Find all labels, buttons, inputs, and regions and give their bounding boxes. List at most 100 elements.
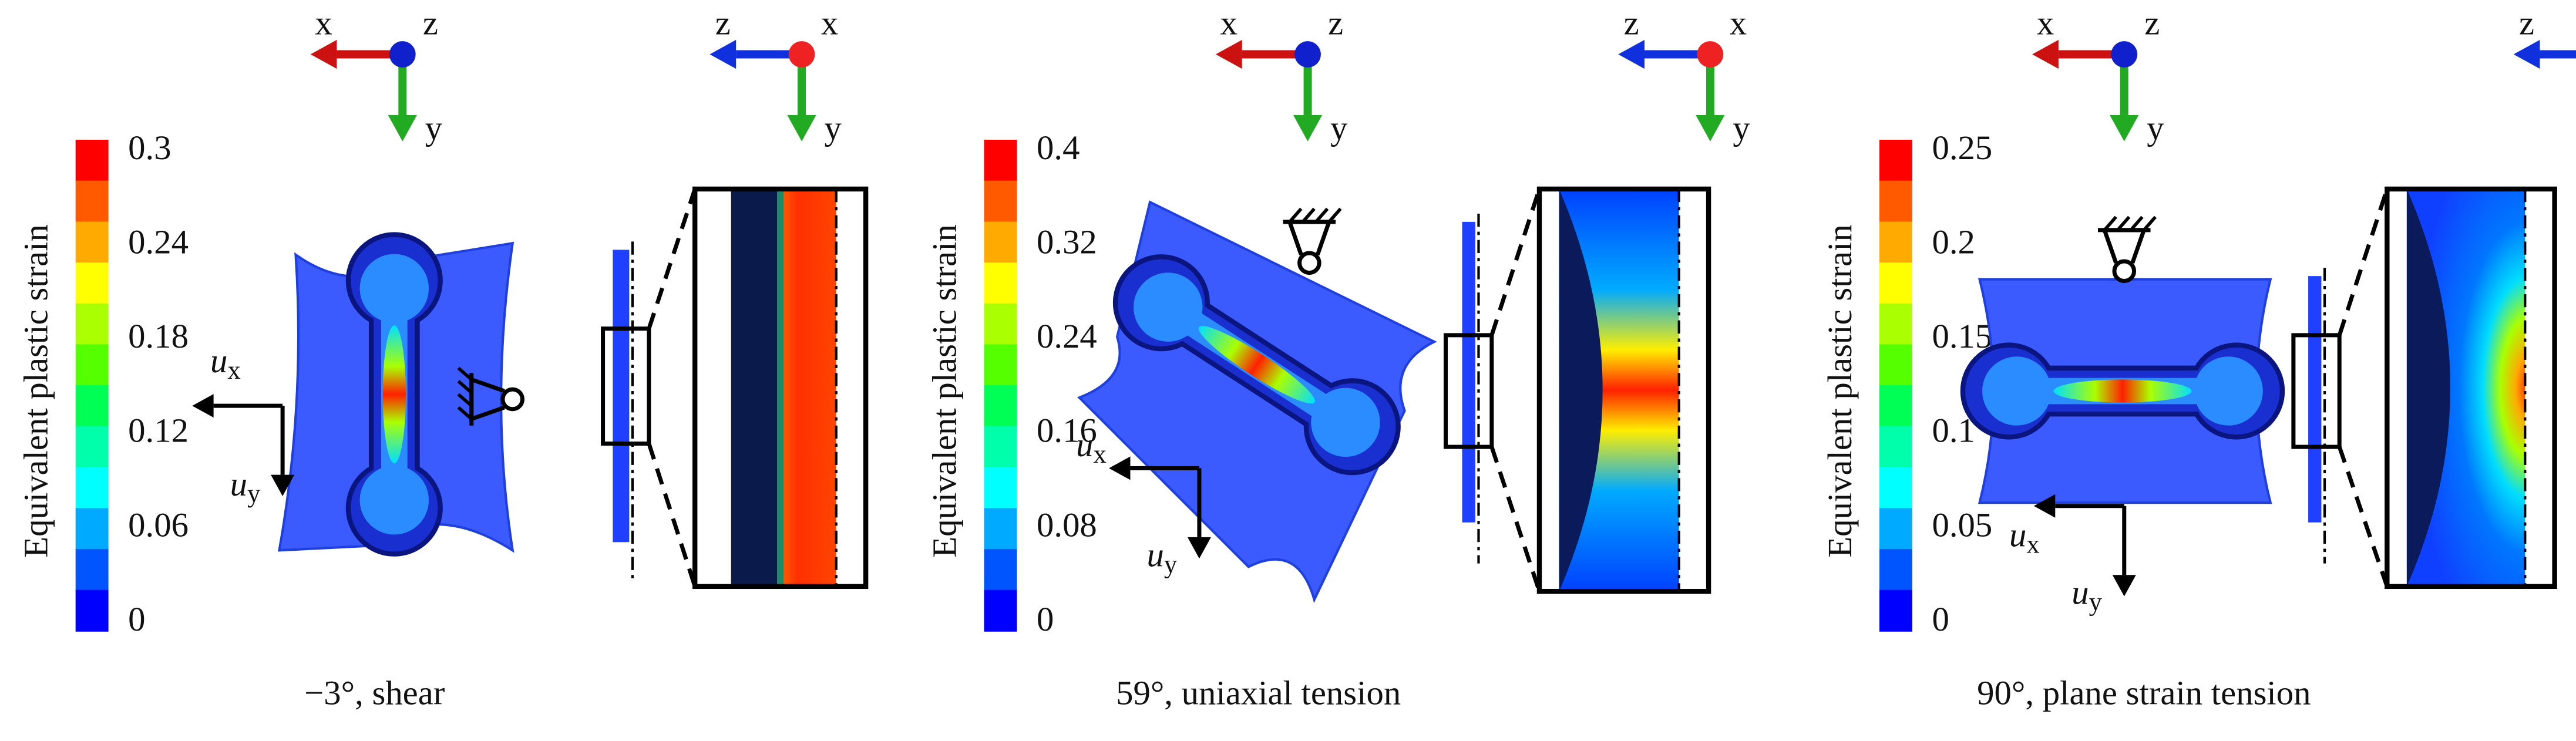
- colorbar-band: [1879, 426, 1912, 468]
- load-subscript: x: [227, 355, 240, 385]
- colorbar-band: [75, 548, 109, 591]
- axis-label: y: [1330, 109, 1348, 147]
- colorbar-tick-label: 0.12: [128, 412, 189, 450]
- section-strip: [613, 250, 630, 543]
- colorbar-label: Equivalent plastic strain: [17, 224, 55, 558]
- arrow-head: [2112, 575, 2136, 597]
- load-symbol: u: [1076, 426, 1093, 464]
- colorbar-band: [75, 508, 109, 550]
- arrow-head: [1618, 39, 1645, 69]
- load-label: uy: [2071, 574, 2102, 617]
- colorbar-tick-label: 0.4: [1037, 129, 1080, 167]
- strain-zone: [382, 325, 406, 464]
- colorbar-tick-label: 0: [128, 600, 145, 638]
- axis-label: z: [423, 4, 438, 42]
- support-hatch: [457, 393, 473, 407]
- support-hatch: [457, 366, 473, 381]
- zoom-line: [1489, 188, 1542, 336]
- support: [1283, 207, 1342, 275]
- support-hatch: [1327, 207, 1342, 223]
- axis-label: z: [1624, 4, 1639, 42]
- section-strip: [1462, 221, 1475, 523]
- zoom-line: [647, 443, 697, 587]
- colorbar-band: [75, 221, 109, 264]
- colorbar-band: [984, 262, 1017, 305]
- section-strip: [2308, 276, 2322, 523]
- axis-label: y: [2147, 109, 2164, 147]
- colorbar-tick-label: 0.24: [128, 223, 189, 261]
- strain-zone: [1198, 326, 1315, 404]
- colorbar-band: [984, 385, 1017, 427]
- load-subscript: y: [1164, 550, 1178, 579]
- colorbar-band: [984, 221, 1017, 264]
- arrow-head: [709, 39, 737, 69]
- zoom-dark: [2406, 188, 2451, 587]
- arrow-head: [310, 39, 337, 69]
- colorbar-tick-label: 0.1: [1932, 412, 1975, 450]
- colorbar-band: [1879, 590, 1912, 632]
- support-pin: [1297, 251, 1321, 275]
- colorbar-band: [75, 467, 109, 509]
- axis-label: x: [1220, 4, 1237, 42]
- load-label: ux: [2009, 516, 2040, 559]
- arrow-head: [1696, 115, 1725, 142]
- zoom-white-right: [836, 188, 866, 587]
- arrow-head: [2032, 39, 2059, 69]
- axis-label: z: [2519, 4, 2534, 42]
- colorbar-band: [75, 344, 109, 386]
- colorbar-band: [75, 180, 109, 223]
- load-symbol: u: [1146, 536, 1163, 574]
- zoom-edge: [777, 188, 784, 587]
- support-hatch: [1314, 207, 1329, 223]
- colorbar-tick-label: 0.15: [1932, 317, 1993, 355]
- colorbar-band: [984, 180, 1017, 223]
- load-label: uy: [1146, 536, 1177, 579]
- support-hatch: [457, 406, 473, 420]
- colorbar-band: [984, 426, 1017, 468]
- load-symbol: u: [210, 342, 227, 380]
- zoom-frame: [2385, 186, 2557, 590]
- axis-label: y: [824, 109, 842, 147]
- detail-frame: [1444, 333, 1494, 449]
- support: [2098, 215, 2157, 284]
- zoom-line: [2337, 188, 2389, 336]
- zoom-white: [695, 188, 731, 587]
- arrow-head: [2513, 39, 2540, 69]
- colorbar-band: [75, 426, 109, 468]
- zoom-white: [2387, 188, 2407, 587]
- colorbar-band: [1879, 180, 1912, 223]
- colorbar-band: [1879, 139, 1912, 182]
- colorbar-tick-label: 0.16: [1037, 412, 1097, 450]
- colorbar-band: [984, 303, 1017, 345]
- colorbar-band: [1879, 221, 1912, 264]
- support-hatch: [2143, 215, 2157, 231]
- colorbar-tick-label: 0.3: [128, 129, 171, 167]
- support-triangle: [1286, 220, 1332, 255]
- colorbar-band: [1879, 262, 1912, 305]
- caption: −3°, shear: [304, 674, 445, 712]
- load-symbol: u: [2071, 574, 2089, 612]
- colorbar-band: [984, 590, 1017, 632]
- colorbar-tick-label: 0.25: [1932, 129, 1993, 167]
- arrow-head: [2033, 494, 2056, 518]
- support: [457, 366, 525, 426]
- arrow-head: [1215, 39, 1242, 69]
- detail-frame: [601, 326, 651, 446]
- colorbar-band: [984, 467, 1017, 509]
- load-subscript: x: [1094, 439, 1107, 469]
- colorbar-band: [75, 262, 109, 305]
- load-label: ux: [1076, 426, 1107, 469]
- colorbar-band: [1879, 508, 1912, 550]
- colorbar-tick-label: 0.2: [1932, 223, 1975, 261]
- colorbar-tick-label: 0.32: [1037, 223, 1097, 261]
- colorbar-label: Equivalent plastic strain: [925, 224, 963, 558]
- load-subscript: y: [2089, 587, 2103, 617]
- support-hatch: [2103, 215, 2117, 231]
- colorbar-band: [75, 385, 109, 427]
- colorbar-band: [984, 344, 1017, 386]
- support-hatch: [1288, 207, 1303, 223]
- zoom-frame: [1536, 186, 1711, 594]
- detail-frame: [2291, 333, 2342, 449]
- colorbar-tick-label: 0.08: [1037, 506, 1097, 544]
